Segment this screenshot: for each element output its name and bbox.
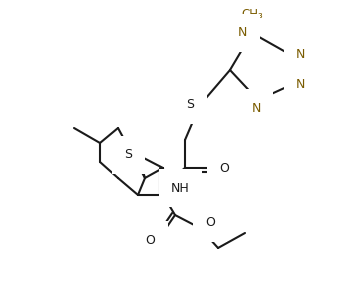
- Text: N: N: [251, 102, 261, 114]
- Text: O: O: [145, 234, 155, 246]
- Text: N: N: [238, 27, 247, 40]
- Text: S: S: [186, 99, 194, 112]
- Text: CH₃: CH₃: [241, 8, 263, 20]
- Text: O: O: [219, 162, 229, 174]
- Text: N: N: [296, 48, 305, 62]
- Text: NH: NH: [171, 181, 190, 195]
- Text: O: O: [205, 217, 215, 229]
- Text: N: N: [296, 78, 305, 92]
- Text: S: S: [124, 149, 132, 162]
